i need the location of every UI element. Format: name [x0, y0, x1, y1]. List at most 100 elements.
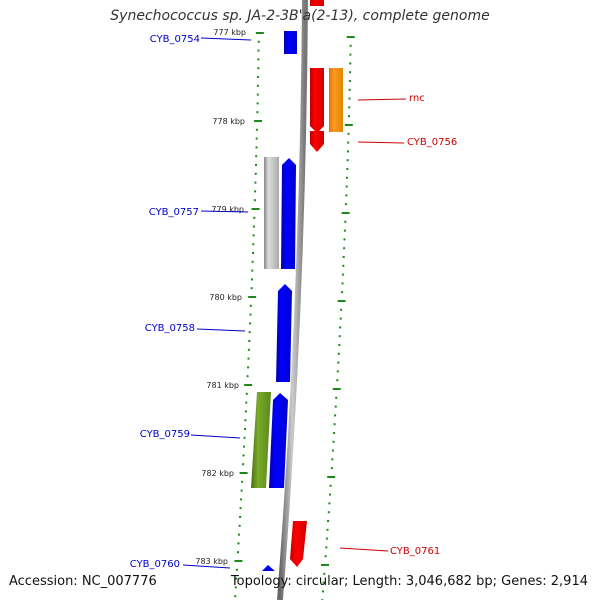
gene-label-cyb0761: CYB_0761 [390, 546, 440, 557]
minor-tick-left [257, 40, 260, 43]
minor-tick-right [333, 432, 335, 434]
major-tick-right [332, 388, 341, 390]
minor-tick-left [242, 463, 245, 466]
minor-tick-right [337, 352, 340, 355]
minor-tick-right [348, 88, 351, 91]
minor-tick-right [343, 247, 346, 250]
minor-tick-right [335, 396, 338, 399]
gene-cyb0760[interactable] [262, 565, 275, 571]
minor-tick-right [330, 467, 333, 470]
minor-tick-left [248, 331, 251, 334]
scale-label-782: 782 kbp [201, 469, 234, 478]
gene-cyb0761[interactable] [290, 521, 307, 567]
minor-tick-right [329, 493, 331, 496]
connector-cyb0759 [190, 434, 241, 439]
minor-tick-right [346, 159, 349, 162]
minor-tick-right [348, 80, 351, 82]
accession-label: Accession: NC_007776 [9, 574, 157, 589]
gene-top-red[interactable] [310, 0, 324, 6]
minor-tick-right [323, 572, 326, 575]
gene-grey[interactable] [264, 157, 279, 269]
minor-tick-right [327, 520, 330, 522]
minor-tick-right [344, 220, 347, 223]
minor-tick-left [256, 111, 259, 114]
major-tick-right [341, 212, 350, 214]
major-tick-left [244, 384, 253, 386]
gene-cyb0754[interactable] [284, 31, 297, 54]
gene-label-cyb0760: CYB_0760 [130, 559, 180, 570]
minor-tick-right [349, 71, 352, 74]
minor-tick-left [237, 551, 239, 554]
minor-tick-left [257, 76, 260, 78]
minor-tick-left [253, 216, 256, 219]
minor-tick-left [249, 322, 252, 325]
minor-tick-right [349, 53, 352, 56]
minor-tick-left [246, 375, 249, 378]
gene-cyb0757[interactable] [281, 158, 296, 269]
gene-cyb0758[interactable] [276, 284, 292, 382]
minor-tick-left [238, 524, 241, 527]
minor-tick-left [253, 199, 256, 202]
minor-tick-right [339, 326, 342, 329]
minor-tick-left [254, 181, 257, 184]
minor-tick-left [252, 234, 255, 237]
gene-rnc[interactable] [310, 68, 324, 133]
minor-tick-right [339, 317, 342, 320]
gene-label-cyb0759: CYB_0759 [140, 429, 190, 440]
minor-tick-right [345, 203, 347, 206]
minor-tick-right [327, 511, 330, 514]
minor-tick-left [256, 102, 259, 105]
minor-tick-right [342, 256, 345, 258]
genome-backbone [277, 0, 308, 600]
scale-label-783: 783 kbp [195, 557, 228, 566]
minor-tick-right [331, 458, 334, 461]
minor-tick-left [255, 146, 258, 149]
minor-tick-left [239, 507, 242, 510]
minor-tick-left [243, 436, 246, 439]
major-tick-left [239, 472, 248, 474]
major-tick-right [344, 124, 353, 126]
minor-tick-left [255, 128, 258, 131]
minor-tick-left [251, 260, 254, 263]
minor-tick-right [324, 555, 327, 558]
minor-tick-left [244, 419, 247, 422]
minor-tick-right [347, 132, 350, 135]
minor-tick-left [235, 568, 238, 571]
major-tick-right [346, 36, 355, 38]
minor-tick-left [250, 278, 253, 281]
minor-tick-left [240, 489, 243, 492]
gene-label-cyb0756: CYB_0756 [407, 137, 457, 148]
genome-stats: Topology: circular; Length: 3,046,682 bp… [230, 574, 588, 589]
connector-cyb0760 [182, 564, 231, 569]
minor-tick-left [249, 304, 252, 307]
minor-tick-left [234, 595, 237, 598]
minor-tick-left [251, 269, 254, 272]
minor-tick-left [255, 137, 258, 140]
minor-tick-right [341, 282, 344, 285]
major-tick-left [251, 208, 260, 210]
minor-tick-left [250, 287, 253, 290]
scale-label-779: 779 kbp [211, 205, 244, 214]
minor-tick-left [257, 49, 260, 52]
minor-tick-left [252, 243, 255, 246]
minor-tick-right [338, 344, 341, 346]
minor-tick-right [322, 590, 324, 593]
major-tick-left [255, 32, 264, 34]
minor-tick-right [336, 379, 339, 382]
gene-cyb0756[interactable] [310, 131, 324, 152]
connector-cyb0757 [200, 210, 249, 213]
major-tick-left [234, 560, 243, 562]
connector-cyb0754 [200, 37, 252, 41]
minor-tick-right [322, 581, 325, 584]
major-tick-right [337, 300, 346, 302]
gene-labels-right: rnc CYB_0756 CYB_0761 [390, 93, 457, 557]
minor-tick-right [347, 141, 350, 144]
gene-orange[interactable] [329, 68, 343, 132]
gene-features [251, 0, 343, 571]
minor-tick-left [257, 58, 260, 61]
minor-tick-left [238, 533, 240, 536]
gene-cyb0759[interactable] [269, 393, 288, 488]
minor-tick-left [244, 428, 246, 430]
gene-olive[interactable] [251, 392, 271, 488]
